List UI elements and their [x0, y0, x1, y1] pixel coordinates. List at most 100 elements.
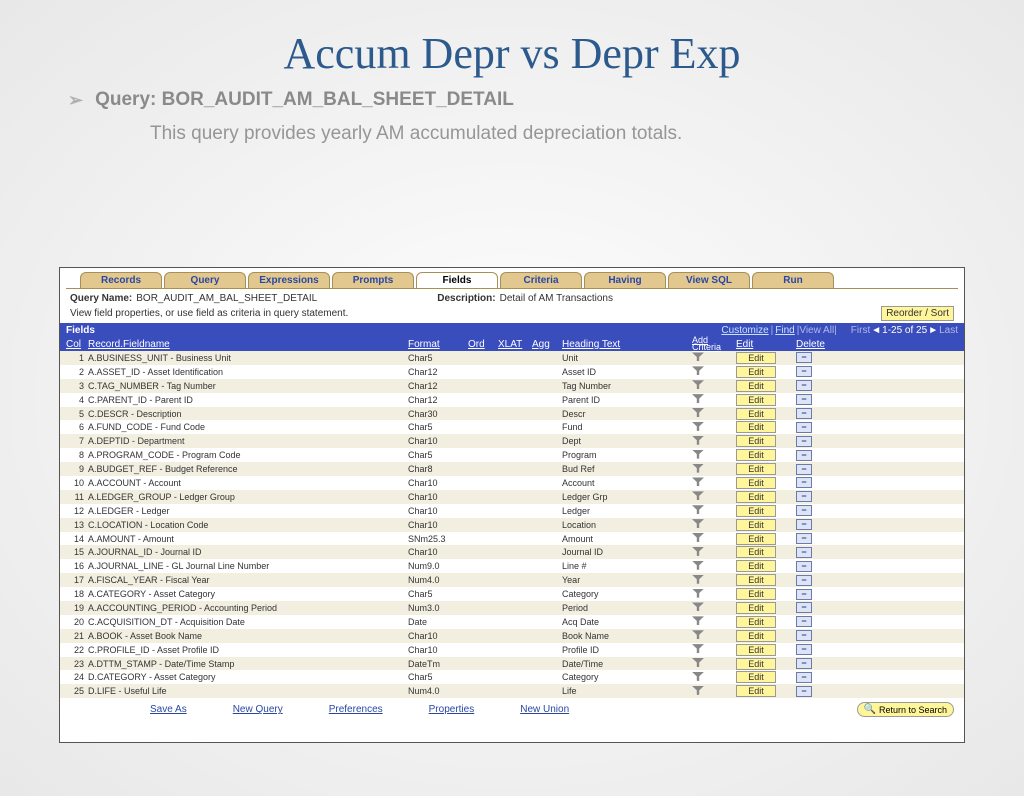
- edit-button[interactable]: Edit: [736, 380, 776, 392]
- criteria-icon[interactable]: [692, 602, 704, 611]
- criteria-icon[interactable]: [692, 589, 704, 598]
- delete-button[interactable]: −: [796, 575, 812, 586]
- delete-button[interactable]: −: [796, 380, 812, 391]
- delete-button[interactable]: −: [796, 589, 812, 600]
- edit-button[interactable]: Edit: [736, 435, 776, 447]
- delete-button[interactable]: −: [796, 533, 812, 544]
- edit-button[interactable]: Edit: [736, 560, 776, 572]
- edit-button[interactable]: Edit: [736, 449, 776, 461]
- delete-button[interactable]: −: [796, 464, 812, 475]
- customize-link[interactable]: Customize: [721, 325, 768, 336]
- criteria-icon[interactable]: [692, 533, 704, 542]
- new-query-link[interactable]: New Query: [233, 704, 283, 715]
- col-header-edit[interactable]: Edit: [736, 339, 796, 350]
- col-header-ord[interactable]: Ord: [468, 339, 498, 350]
- properties-link[interactable]: Properties: [429, 704, 475, 715]
- criteria-icon[interactable]: [692, 352, 704, 361]
- prev-icon[interactable]: ◄: [871, 325, 881, 336]
- tab-records[interactable]: Records: [80, 272, 162, 288]
- save-as-link[interactable]: Save As: [150, 704, 187, 715]
- criteria-icon[interactable]: [692, 616, 704, 625]
- reorder-sort-button[interactable]: Reorder / Sort: [881, 306, 954, 321]
- criteria-icon[interactable]: [692, 686, 704, 695]
- edit-button[interactable]: Edit: [736, 408, 776, 420]
- edit-button[interactable]: Edit: [736, 491, 776, 503]
- tab-having[interactable]: Having: [584, 272, 666, 288]
- edit-button[interactable]: Edit: [736, 671, 776, 683]
- tab-query[interactable]: Query: [164, 272, 246, 288]
- col-header-delete[interactable]: Delete: [796, 339, 836, 350]
- next-icon[interactable]: ►: [928, 325, 938, 336]
- delete-button[interactable]: −: [796, 366, 812, 377]
- find-link[interactable]: Find: [775, 325, 794, 336]
- criteria-icon[interactable]: [692, 450, 704, 459]
- edit-button[interactable]: Edit: [736, 394, 776, 406]
- delete-button[interactable]: −: [796, 519, 812, 530]
- edit-button[interactable]: Edit: [736, 352, 776, 364]
- delete-button[interactable]: −: [796, 436, 812, 447]
- delete-button[interactable]: −: [796, 630, 812, 641]
- criteria-icon[interactable]: [692, 672, 704, 681]
- tab-run[interactable]: Run: [752, 272, 834, 288]
- delete-button[interactable]: −: [796, 394, 812, 405]
- delete-button[interactable]: −: [796, 450, 812, 461]
- delete-button[interactable]: −: [796, 616, 812, 627]
- col-header-xlat[interactable]: XLAT: [498, 339, 532, 350]
- delete-button[interactable]: −: [796, 352, 812, 363]
- delete-button[interactable]: −: [796, 561, 812, 572]
- criteria-icon[interactable]: [692, 477, 704, 486]
- delete-button[interactable]: −: [796, 491, 812, 502]
- delete-button[interactable]: −: [796, 547, 812, 558]
- delete-button[interactable]: −: [796, 602, 812, 613]
- criteria-icon[interactable]: [692, 380, 704, 389]
- new-union-link[interactable]: New Union: [520, 704, 569, 715]
- edit-button[interactable]: Edit: [736, 574, 776, 586]
- tab-criteria[interactable]: Criteria: [500, 272, 582, 288]
- criteria-icon[interactable]: [692, 630, 704, 639]
- last-link[interactable]: Last: [939, 325, 958, 336]
- edit-button[interactable]: Edit: [736, 588, 776, 600]
- edit-button[interactable]: Edit: [736, 421, 776, 433]
- col-header-record[interactable]: Record.Fieldname: [88, 339, 408, 350]
- delete-button[interactable]: −: [796, 672, 812, 683]
- edit-button[interactable]: Edit: [736, 546, 776, 558]
- criteria-icon[interactable]: [692, 519, 704, 528]
- return-to-search-button[interactable]: 🔍 Return to Search: [857, 702, 955, 717]
- col-header-format[interactable]: Format: [408, 339, 468, 350]
- col-header-heading[interactable]: Heading Text: [562, 339, 692, 350]
- tab-expressions[interactable]: Expressions: [248, 272, 330, 288]
- criteria-icon[interactable]: [692, 505, 704, 514]
- edit-button[interactable]: Edit: [736, 616, 776, 628]
- delete-button[interactable]: −: [796, 477, 812, 488]
- criteria-icon[interactable]: [692, 658, 704, 667]
- delete-button[interactable]: −: [796, 644, 812, 655]
- col-header-col[interactable]: Col: [66, 339, 88, 350]
- delete-button[interactable]: −: [796, 686, 812, 697]
- criteria-icon[interactable]: [692, 644, 704, 653]
- edit-button[interactable]: Edit: [736, 685, 776, 697]
- criteria-icon[interactable]: [692, 491, 704, 500]
- delete-button[interactable]: −: [796, 658, 812, 669]
- edit-button[interactable]: Edit: [736, 630, 776, 642]
- delete-button[interactable]: −: [796, 408, 812, 419]
- delete-button[interactable]: −: [796, 505, 812, 516]
- edit-button[interactable]: Edit: [736, 505, 776, 517]
- delete-button[interactable]: −: [796, 422, 812, 433]
- edit-button[interactable]: Edit: [736, 644, 776, 656]
- edit-button[interactable]: Edit: [736, 602, 776, 614]
- criteria-icon[interactable]: [692, 422, 704, 431]
- view-all-link[interactable]: View All: [799, 325, 834, 336]
- criteria-icon[interactable]: [692, 394, 704, 403]
- edit-button[interactable]: Edit: [736, 477, 776, 489]
- preferences-link[interactable]: Preferences: [329, 704, 383, 715]
- tab-view-sql[interactable]: View SQL: [668, 272, 750, 288]
- criteria-icon[interactable]: [692, 464, 704, 473]
- edit-button[interactable]: Edit: [736, 366, 776, 378]
- col-header-criteria[interactable]: Add Criteria: [692, 337, 736, 351]
- criteria-icon[interactable]: [692, 561, 704, 570]
- first-link[interactable]: First: [851, 325, 870, 336]
- criteria-icon[interactable]: [692, 408, 704, 417]
- criteria-icon[interactable]: [692, 366, 704, 375]
- edit-button[interactable]: Edit: [736, 658, 776, 670]
- edit-button[interactable]: Edit: [736, 519, 776, 531]
